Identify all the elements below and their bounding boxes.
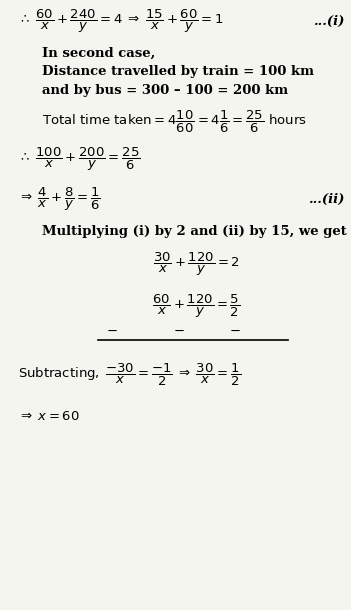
Text: $\therefore\;\dfrac{60}{x}+\dfrac{240}{y}=4\;\Rightarrow\;\dfrac{15}{x}+\dfrac{6: $\therefore\;\dfrac{60}{x}+\dfrac{240}{y… xyxy=(18,8,223,35)
Text: $\Rightarrow\;x=60$: $\Rightarrow\;x=60$ xyxy=(18,409,79,423)
Text: ...(i): ...(i) xyxy=(313,15,344,28)
Text: and by bus = 300 – 100 = 200 km: and by bus = 300 – 100 = 200 km xyxy=(42,84,288,97)
Text: Multiplying (i) by 2 and (ii) by 15, we get: Multiplying (i) by 2 and (ii) by 15, we … xyxy=(42,225,347,239)
Text: $\dfrac{30}{x}+\dfrac{120}{y}=2$: $\dfrac{30}{x}+\dfrac{120}{y}=2$ xyxy=(153,251,240,278)
Text: ...(ii): ...(ii) xyxy=(307,193,344,206)
Text: In second case,: In second case, xyxy=(42,47,155,60)
Text: $-$: $-$ xyxy=(106,324,118,337)
Text: $\dfrac{60}{x}+\dfrac{120}{y}=\dfrac{5}{2}$: $\dfrac{60}{x}+\dfrac{120}{y}=\dfrac{5}{… xyxy=(152,293,241,320)
Text: Distance travelled by train = 100 km: Distance travelled by train = 100 km xyxy=(42,65,314,79)
Text: $\Rightarrow\;\dfrac{4}{x}+\dfrac{8}{y}=\dfrac{1}{6}$: $\Rightarrow\;\dfrac{4}{x}+\dfrac{8}{y}=… xyxy=(18,186,100,213)
Text: $-$: $-$ xyxy=(229,324,241,337)
Text: $\mathrm{Total\ time\ taken} = 4\dfrac{10}{60}=4\dfrac{1}{6}=\dfrac{25}{6}\mathr: $\mathrm{Total\ time\ taken} = 4\dfrac{1… xyxy=(42,109,307,135)
Text: $\therefore\;\dfrac{100}{x}+\dfrac{200}{y}=\dfrac{25}{6}$: $\therefore\;\dfrac{100}{x}+\dfrac{200}{… xyxy=(18,146,140,173)
Text: $-$: $-$ xyxy=(173,324,185,337)
Text: $\mathrm{Subtracting,}\;\dfrac{-30}{x}=\dfrac{-1}{2}\;\Rightarrow\;\dfrac{30}{x}: $\mathrm{Subtracting,}\;\dfrac{-30}{x}=\… xyxy=(18,362,240,388)
